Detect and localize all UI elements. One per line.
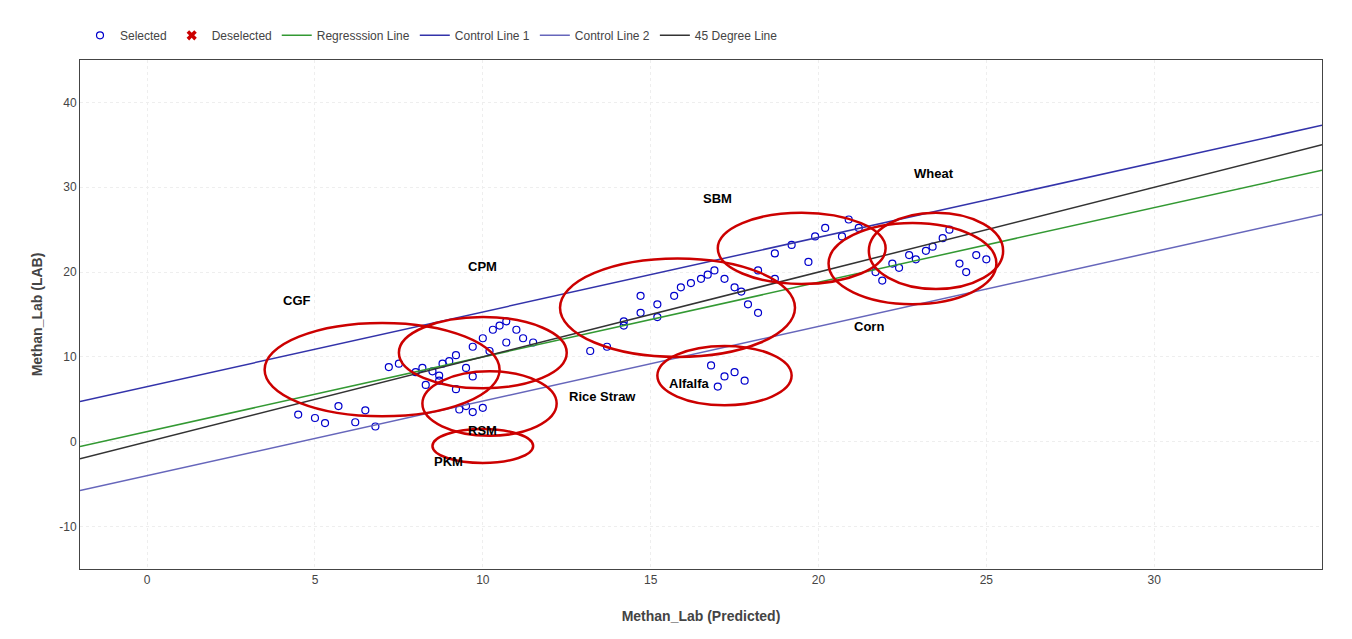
- svg-text:Rice Straw: Rice Straw: [569, 389, 636, 404]
- svg-text:Control Line 1: Control Line 1: [455, 29, 530, 43]
- svg-text:PKM: PKM: [434, 454, 463, 469]
- svg-text:10: 10: [63, 350, 77, 364]
- svg-text:Corn: Corn: [854, 319, 884, 334]
- svg-text:Wheat: Wheat: [914, 166, 954, 181]
- svg-text:25: 25: [980, 573, 994, 587]
- svg-text:Control Line 2: Control Line 2: [575, 29, 650, 43]
- svg-text:15: 15: [644, 573, 658, 587]
- svg-text:RSM: RSM: [468, 423, 497, 438]
- svg-text:Deselected: Deselected: [212, 29, 272, 43]
- svg-text:0: 0: [70, 435, 77, 449]
- svg-text:0: 0: [144, 573, 151, 587]
- svg-text:10: 10: [476, 573, 490, 587]
- svg-text:CGF: CGF: [283, 293, 311, 308]
- svg-text:-10: -10: [59, 520, 77, 534]
- svg-text:20: 20: [812, 573, 826, 587]
- svg-text:Regresssion Line: Regresssion Line: [317, 29, 410, 43]
- svg-text:Methan_Lab (LAB): Methan_Lab (LAB): [29, 253, 45, 377]
- svg-text:40: 40: [63, 96, 77, 110]
- svg-text:SBM: SBM: [703, 191, 732, 206]
- svg-text:5: 5: [312, 573, 319, 587]
- svg-text:Methan_Lab (Predicted): Methan_Lab (Predicted): [622, 608, 781, 624]
- svg-text:30: 30: [1147, 573, 1161, 587]
- svg-text:Alfalfa: Alfalfa: [669, 376, 710, 391]
- svg-text:45 Degree Line: 45 Degree Line: [695, 29, 777, 43]
- svg-text:Selected: Selected: [120, 29, 167, 43]
- svg-text:CPM: CPM: [468, 259, 497, 274]
- svg-text:20: 20: [63, 265, 77, 279]
- svg-text:30: 30: [63, 180, 77, 194]
